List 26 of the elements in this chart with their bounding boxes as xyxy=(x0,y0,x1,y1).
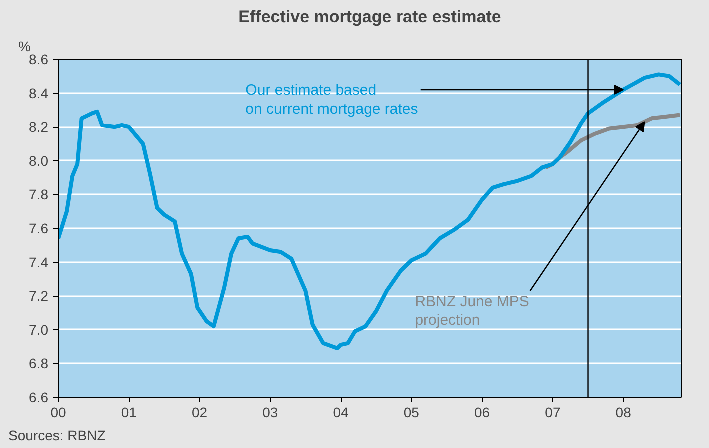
y-tick-label: 7.2 xyxy=(29,288,49,304)
x-tick-label: 02 xyxy=(192,404,208,420)
chart-title: Effective mortgage rate estimate xyxy=(238,8,502,26)
y-tick-label: 8.6 xyxy=(29,52,49,68)
y-axis-title: % xyxy=(18,38,31,54)
x-tick-label: 06 xyxy=(474,404,490,420)
x-tick-label: 03 xyxy=(262,404,278,420)
x-tick-label: 08 xyxy=(616,404,632,420)
x-tick-label: 01 xyxy=(121,404,138,420)
y-tick-label: 7.4 xyxy=(29,254,49,270)
y-tick-label: 6.6 xyxy=(29,390,49,406)
y-tick-label: 8.0 xyxy=(29,152,49,169)
x-tick-label: 05 xyxy=(404,404,420,420)
x-tick-label: 07 xyxy=(545,404,561,420)
y-tick-label: 6.8 xyxy=(29,356,49,372)
x-tick-label: 00 xyxy=(50,404,66,420)
y-tick-label: 8.4 xyxy=(29,85,49,102)
y-tick-label: 7.6 xyxy=(29,220,49,236)
x-tick-label: 04 xyxy=(333,404,350,420)
y-tick-label: 7.8 xyxy=(29,186,49,203)
annotation: Our estimate based on current mortgage rates xyxy=(246,82,418,118)
y-tick-label: 7.0 xyxy=(29,322,49,338)
annotation: RBNZ June MPS projection xyxy=(415,293,530,330)
y-tick-label: 8.2 xyxy=(29,119,49,136)
source-note: Sources: RBNZ xyxy=(8,428,106,444)
line-series xyxy=(58,72,682,350)
